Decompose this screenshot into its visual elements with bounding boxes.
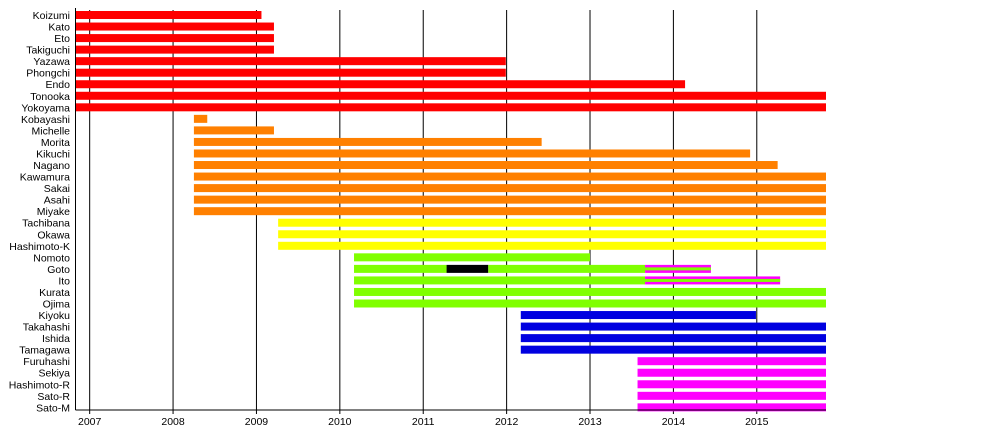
- x-tick-label: 2010: [328, 416, 352, 428]
- bar-segment: [354, 276, 646, 285]
- row-label: Miyake: [37, 206, 70, 218]
- bar-segment: [193, 172, 826, 181]
- bar-segment: [193, 114, 208, 123]
- bar-segment: [278, 230, 826, 239]
- x-tick-label: 2012: [495, 416, 519, 428]
- bar-segment: [75, 57, 506, 66]
- bar-segment: [278, 218, 826, 227]
- row-label: Okawa: [37, 229, 70, 241]
- row-label: Michelle: [31, 125, 70, 137]
- x-tick-label: 2008: [161, 416, 185, 428]
- bar-segment: [637, 357, 826, 366]
- bar-segment: [637, 391, 826, 400]
- row-label: Sekiya: [38, 368, 70, 380]
- bar-segment: [75, 80, 686, 89]
- bar-segment: [354, 253, 591, 262]
- bar-segment: [193, 137, 542, 146]
- bar-segment: [193, 207, 826, 216]
- row-label: Kobayashi: [21, 114, 70, 126]
- x-tick-label: 2007: [78, 416, 102, 428]
- row-label: Kato: [48, 22, 70, 34]
- bar-segment: [645, 278, 781, 282]
- bar-segment: [278, 241, 826, 250]
- bar-segment: [637, 368, 826, 377]
- x-tick-label: 2011: [412, 416, 435, 428]
- bar-segment: [75, 34, 274, 43]
- row-label: Sato-M: [36, 402, 70, 414]
- row-label: Tonooka: [30, 91, 70, 103]
- row-label: Kawamura: [20, 172, 70, 184]
- bar-segment: [193, 195, 826, 204]
- row-label: Yokoyama: [21, 102, 70, 114]
- row-label: Kurata: [39, 287, 70, 299]
- bar-segment: [354, 299, 826, 308]
- bar-segment: [637, 380, 826, 389]
- row-label: Phongchi: [26, 68, 70, 80]
- row-label: Ojima: [43, 299, 71, 311]
- x-tick-label: 2014: [662, 416, 686, 428]
- bar-segment: [354, 287, 826, 296]
- row-label: Eto: [54, 33, 70, 45]
- bar-segment: [75, 11, 262, 19]
- row-label: Yazawa: [33, 56, 70, 68]
- bar-segment: [75, 45, 274, 54]
- row-label: Goto: [47, 264, 70, 276]
- x-tick-label: 2015: [745, 416, 769, 428]
- row-label: Tamagawa: [19, 345, 70, 357]
- bar-segment: [520, 334, 826, 343]
- bar-segment: [488, 264, 646, 273]
- bar-segment: [193, 184, 826, 193]
- bar-segment: [520, 345, 826, 354]
- x-tick-label: 2009: [245, 416, 269, 428]
- bar-segment: [446, 264, 489, 273]
- bar-segment: [193, 149, 751, 158]
- row-label: Takahashi: [23, 322, 70, 334]
- row-label: Tachibana: [22, 218, 70, 230]
- row-label: Furuhashi: [23, 356, 70, 368]
- row-label: Kikuchi: [36, 148, 70, 160]
- row-label: Asahi: [44, 195, 70, 207]
- row-label: Morita: [41, 137, 70, 149]
- row-label: Sato-R: [37, 391, 70, 403]
- row-label: Nagano: [33, 160, 70, 172]
- bar-segment: [520, 311, 756, 320]
- bar-segment: [75, 103, 826, 112]
- bar-segment: [637, 403, 826, 412]
- row-label: Hashimoto-K: [9, 241, 70, 253]
- row-label: Ito: [58, 275, 70, 287]
- bar-segment: [520, 322, 826, 331]
- row-label: Hashimoto-R: [9, 379, 71, 391]
- row-label: Ishida: [42, 333, 70, 345]
- bar-segment: [193, 161, 778, 170]
- row-label: Endo: [45, 79, 70, 91]
- row-label: Takiguchi: [26, 45, 70, 57]
- row-label: Koizumi: [33, 10, 70, 22]
- row-label: Kiyoku: [38, 310, 70, 322]
- bar-segment: [354, 264, 447, 273]
- x-tick-label: 2013: [578, 416, 602, 428]
- bar-segment: [75, 91, 826, 100]
- row-label: Sakai: [44, 183, 70, 195]
- bar-segment: [75, 68, 506, 77]
- bar-segment: [645, 267, 711, 271]
- bar-segment: [75, 22, 274, 31]
- bar-segment: [193, 126, 274, 135]
- row-label: Nomoto: [33, 252, 70, 264]
